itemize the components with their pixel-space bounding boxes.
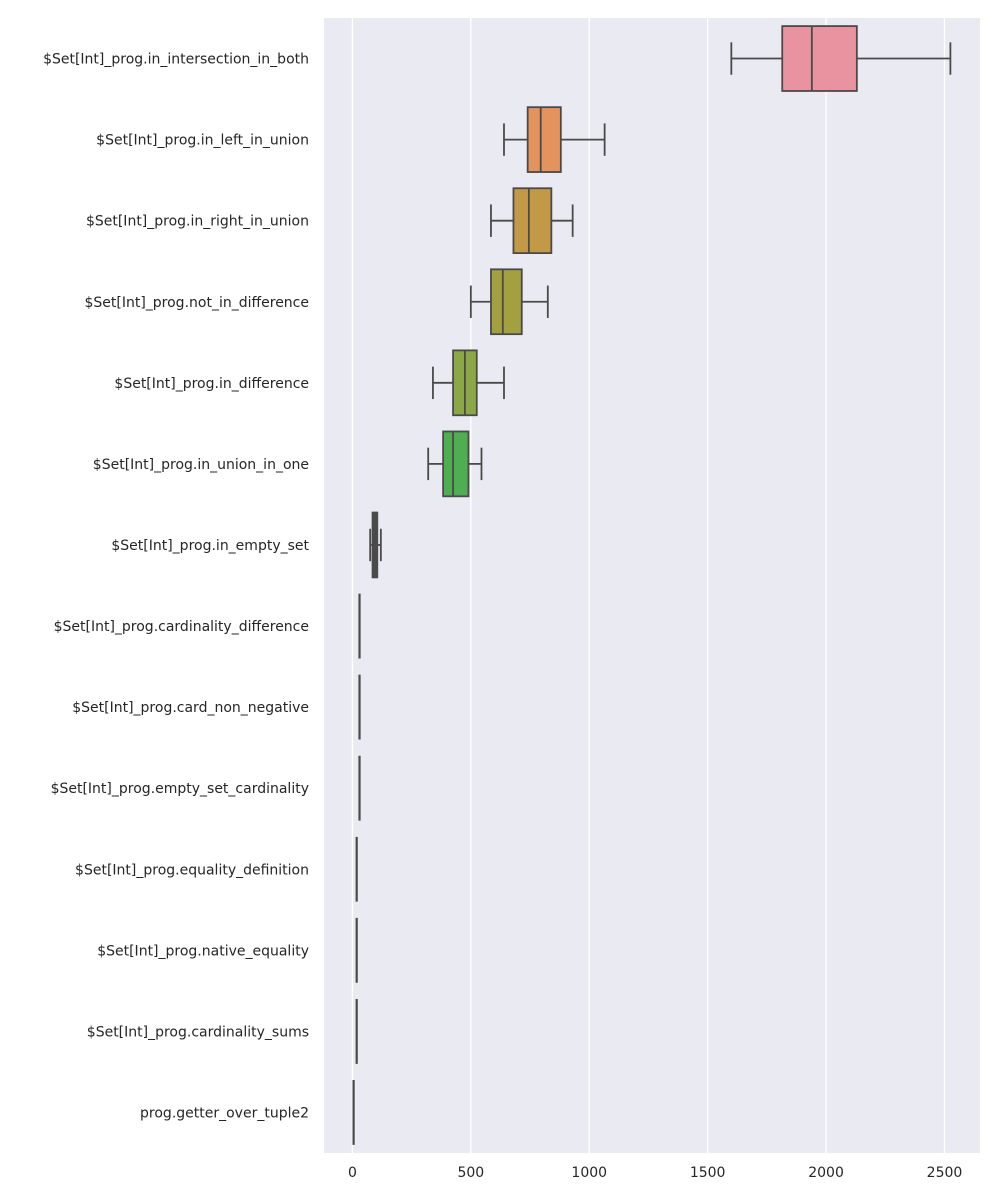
iqr-box: [781, 25, 858, 92]
category-label: $Set[Int]_prog.in_difference: [114, 376, 309, 392]
category-label: $Set[Int]_prog.equality_definition: [75, 862, 309, 878]
iqr-box: [490, 268, 523, 336]
box-6: [427, 430, 483, 498]
x-tick-label: 2500: [927, 1165, 963, 1181]
category-label: $Set[Int]_prog.in_union_in_one: [93, 457, 309, 473]
category-label: $Set[Int]_prog.native_equality: [97, 943, 309, 959]
plot-background: [324, 18, 980, 1153]
category-label: $Set[Int]_prog.in_empty_set: [111, 538, 309, 554]
x-tick-label: 1000: [571, 1165, 607, 1181]
box-2: [503, 106, 606, 173]
category-label: $Set[Int]_prog.in_left_in_union: [96, 133, 309, 149]
x-tick-label: 2000: [808, 1165, 844, 1181]
iqr-box: [442, 430, 470, 498]
boxes: [352, 25, 952, 1145]
grid-lines: [351, 18, 946, 1153]
x-tick-label: 0: [348, 1165, 357, 1181]
category-label: $Set[Int]_prog.card_non_negative: [72, 700, 309, 716]
x-tick-labels: 0 500 1000 1500 2000 2500: [348, 1165, 962, 1181]
box-3: [490, 187, 574, 255]
box-5: [432, 349, 505, 417]
iqr-box: [526, 106, 562, 173]
category-label: $Set[Int]_prog.empty_set_cardinality: [51, 781, 309, 797]
x-tick-label: 500: [457, 1165, 484, 1181]
category-labels: $Set[Int]_prog.in_intersection_in_both $S…: [43, 52, 309, 1122]
category-label: $Set[Int]_prog.in_intersection_in_both: [43, 52, 309, 68]
category-label: $Set[Int]_prog.not_in_difference: [84, 295, 309, 311]
x-tick-label: 1500: [690, 1165, 726, 1181]
iqr-box: [512, 187, 553, 255]
box-7: [369, 511, 382, 579]
category-label: $Set[Int]_prog.cardinality_sums: [87, 1024, 309, 1040]
box-4: [469, 268, 549, 336]
category-label: $Set[Int]_prog.cardinality_difference: [54, 619, 309, 635]
category-label: prog.getter_over_tuple2: [140, 1105, 309, 1121]
box-1: [730, 25, 952, 92]
category-label: $Set[Int]_prog.in_right_in_union: [86, 214, 309, 230]
